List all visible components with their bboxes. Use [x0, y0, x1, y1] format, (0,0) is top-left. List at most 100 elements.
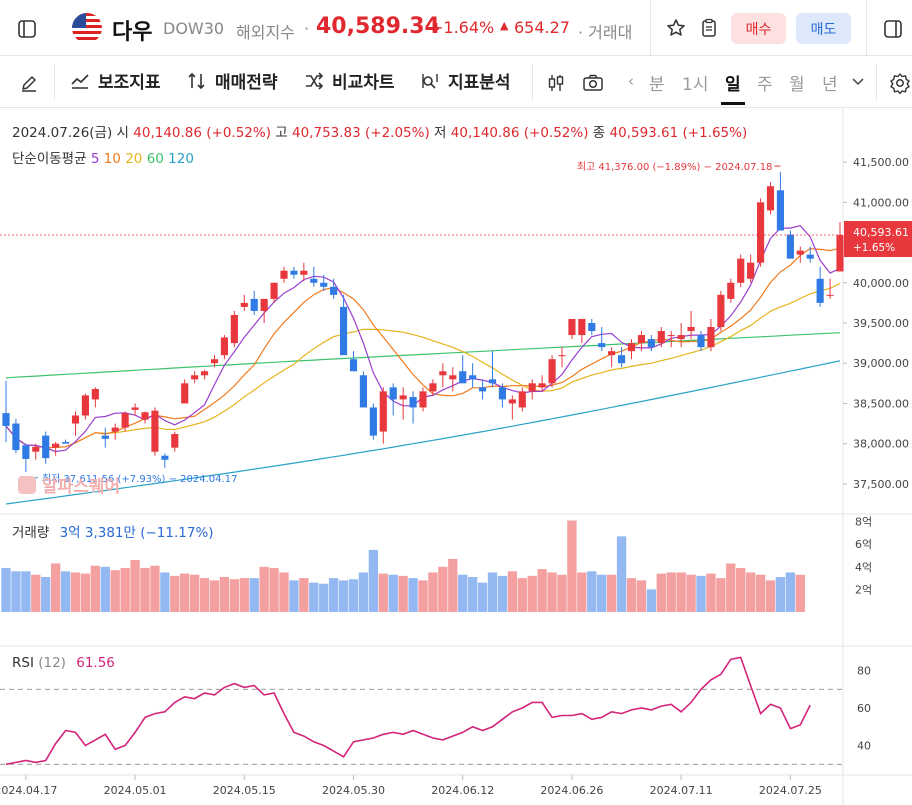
candle-body: [826, 294, 834, 296]
candle-body: [598, 343, 606, 348]
candle-body: [548, 359, 556, 384]
tool-strategy[interactable]: 매매전략: [187, 68, 278, 93]
candle-body: [588, 323, 596, 332]
candle-body: [290, 270, 298, 275]
divider: [532, 64, 533, 100]
volume-bar: [219, 576, 230, 612]
volume-bar: [269, 567, 279, 612]
star-icon[interactable]: [664, 16, 688, 40]
sell-button[interactable]: 매도: [796, 13, 851, 44]
volume-bar: [448, 558, 458, 612]
candlestick-icon[interactable]: [543, 70, 569, 96]
candle-body: [747, 262, 755, 279]
tool-label: 비교차트: [332, 73, 395, 93]
change-percent: +1.64%: [430, 18, 495, 37]
volume-bar: [507, 571, 518, 612]
volume-bar: [745, 572, 756, 612]
candle-body: [677, 335, 685, 340]
chart-toolbar: [0, 56, 912, 108]
rsi-legend: RSI (12) 61.56: [12, 655, 115, 671]
draw-pencil-icon[interactable]: [16, 70, 42, 96]
trend-line-icon: [71, 73, 89, 89]
date-tick-label: 2024.06.26: [540, 784, 603, 797]
price-tick-label: 39,500.00: [853, 317, 909, 330]
sidebar-toggle-icon[interactable]: [14, 16, 40, 42]
ma120-line: [5, 360, 841, 505]
candle-body: [528, 383, 536, 392]
volume-bar: [1, 567, 11, 612]
ma60-label: 60: [146, 151, 164, 167]
date-tick-label: 2024.05.01: [104, 784, 167, 797]
volume-bar: [189, 574, 200, 612]
volume-bar: [706, 573, 716, 612]
period-day[interactable]: 일: [725, 75, 741, 95]
volume-bar: [378, 573, 388, 612]
candle-body: [42, 435, 50, 459]
candle-body: [2, 413, 10, 426]
period-week[interactable]: 주: [757, 75, 773, 95]
volume-bar: [656, 573, 666, 612]
period-minute[interactable]: 분: [649, 75, 665, 95]
candle-body: [478, 387, 487, 392]
candle-body: [81, 395, 90, 416]
candle-body: [608, 351, 616, 356]
volume-bar: [388, 574, 398, 612]
volume-bar: [438, 566, 448, 612]
volume-bar: [626, 578, 637, 612]
candle-body: [61, 442, 70, 444]
ma-legend-label: 단순이동평균: [12, 151, 87, 167]
candle-body: [687, 327, 695, 332]
volume-bar: [736, 567, 746, 612]
period-month[interactable]: 월: [789, 75, 805, 95]
active-period-underline: [721, 102, 745, 105]
volume-bar: [597, 574, 607, 612]
buy-button[interactable]: 매수: [731, 13, 786, 44]
close-label: 종: [592, 125, 606, 141]
camera-icon[interactable]: [580, 70, 606, 96]
volume-bar: [239, 578, 249, 612]
candle-body: [181, 383, 189, 404]
period-year[interactable]: 년: [822, 75, 838, 95]
rsi-tick-label: 60: [857, 702, 871, 715]
volume-bar: [50, 563, 61, 612]
candle-body: [488, 379, 497, 384]
volume-bar: [21, 571, 31, 612]
candle-body: [627, 343, 636, 352]
volume-bar: [487, 572, 498, 612]
volume-bar: [408, 578, 418, 612]
settings-gear-icon[interactable]: [888, 70, 912, 96]
price-tick-label: 39,000.00: [853, 357, 909, 370]
tool-compare[interactable]: 비교차트: [304, 68, 395, 93]
candle-body: [399, 395, 407, 400]
divider: [54, 64, 55, 100]
candle-body: [469, 375, 477, 380]
volume-legend: 거래량 3억 3,381만 (−11.17%): [12, 521, 214, 541]
stock-chart[interactable]: 41,500.0041,000.0040,500.0040,000.0039,5…: [0, 108, 912, 805]
volume-bar: [279, 572, 289, 612]
tool-indicators[interactable]: 보조지표: [70, 68, 161, 93]
date-tick-label: 2024.05.15: [213, 784, 276, 797]
volume-tick-label: 2억: [855, 583, 872, 596]
volume-bar: [160, 572, 170, 612]
date-tick-label: 2024.06.12: [431, 784, 494, 797]
candle-body: [111, 427, 119, 432]
watermark-logo-icon: [18, 475, 36, 494]
divider: [650, 0, 651, 56]
chevron-down-icon[interactable]: [850, 72, 866, 92]
ma-legend[interactable]: 단순이동평균 5 10 20 60 120: [12, 147, 194, 167]
tool-analysis[interactable]: 지표분석: [420, 68, 511, 93]
volume-bar: [328, 578, 339, 612]
clipboard-icon[interactable]: [697, 16, 721, 40]
candle-body: [250, 298, 258, 311]
volume-legend-label: 거래량: [12, 525, 50, 541]
panel-toggle-icon[interactable]: [880, 16, 906, 42]
volume-bar: [259, 566, 269, 612]
candle-body: [240, 302, 248, 307]
chevron-left-icon[interactable]: ‹: [628, 72, 634, 90]
high-label: 고: [275, 125, 288, 141]
period-hour[interactable]: 1시: [682, 75, 709, 95]
volume-bar: [527, 575, 537, 612]
rsi-line: [5, 656, 811, 766]
rsi-legend-period: (12): [38, 655, 66, 671]
candle-body: [439, 371, 447, 376]
